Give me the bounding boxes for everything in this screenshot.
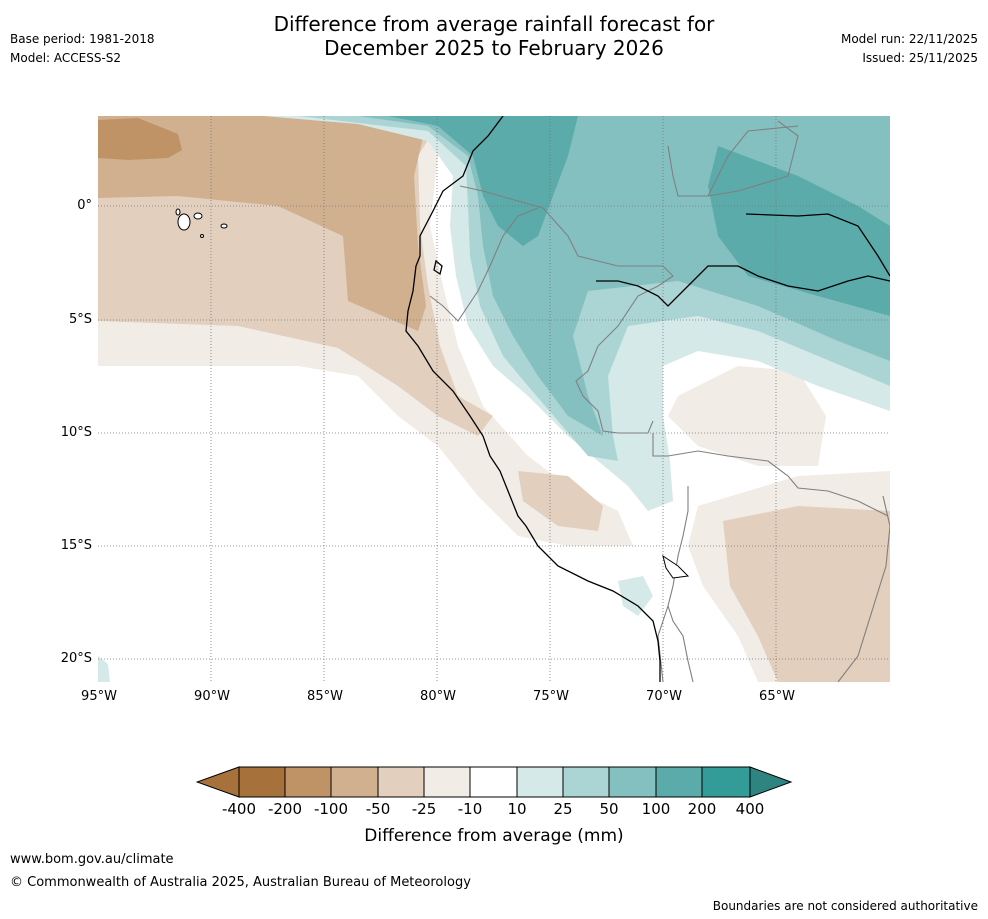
grid-lines <box>98 116 890 682</box>
boundary-disclaimer: Boundaries are not considered authoritat… <box>712 899 978 913</box>
island-san-cristobal <box>220 223 228 229</box>
colorbar-bin-4 <box>377 766 425 798</box>
river-amazon <box>596 265 890 307</box>
dry-coastal-patch <box>518 471 603 531</box>
border-bolivia-chile <box>657 605 669 682</box>
cb-tick-neg400: -400 <box>221 800 257 818</box>
colorbar <box>196 766 793 798</box>
dry-region-200 <box>98 118 182 160</box>
coast-gulf-guayaquil <box>433 259 443 276</box>
border-ecuador-peru <box>429 207 539 322</box>
cb-tick-100: 100 <box>641 800 671 818</box>
cb-tick-neg100: -100 <box>313 800 349 818</box>
dry-region-100 <box>98 116 428 331</box>
lat-label-20s: 20°S <box>60 651 92 666</box>
colorbar-label: Difference from average (mm) <box>364 826 624 846</box>
border-colombia-venezuela <box>667 120 799 197</box>
galapagos-islands <box>175 208 228 238</box>
cb-tick-50: 50 <box>599 800 619 818</box>
lon-label-95w: 95°W <box>81 689 117 704</box>
copyright-text: © Commonwealth of Australia 2025, Austra… <box>10 875 471 890</box>
border-brazil-venezuela <box>707 125 799 197</box>
cb-tick-neg50: -50 <box>365 800 391 818</box>
colorbar-bin-3 <box>330 766 379 798</box>
cb-tick-10: 10 <box>507 800 527 818</box>
meta-left: Base period: 1981-2018 Model: ACCESS-S2 <box>10 30 155 68</box>
island-santa-cruz <box>193 212 203 220</box>
dry-southeast-50 <box>723 506 890 682</box>
lake-titicaca <box>662 554 690 579</box>
wet-region-200 <box>388 116 578 246</box>
title-line-2: December 2025 to February 2026 <box>324 36 664 60</box>
island-small <box>200 234 204 238</box>
lat-label-15s: 15°S <box>60 538 92 553</box>
lon-label-80w: 80°W <box>420 689 456 704</box>
lon-label-65w: 65°W <box>759 689 795 704</box>
issued-date: Issued: 25/11/2025 <box>862 51 978 65</box>
lon-label-75w: 75°W <box>533 689 569 704</box>
colorbar-bin-10 <box>655 766 703 798</box>
colorbar-bin-7 <box>516 766 564 798</box>
border-peru-bolivia <box>667 486 694 682</box>
cb-tick-neg200: -200 <box>267 800 303 818</box>
cb-tick-neg25: -25 <box>411 800 437 818</box>
island-fernandina <box>175 208 181 216</box>
chart-title: Difference from average rainfall forecas… <box>0 12 988 60</box>
colorbar-extend-low <box>196 766 240 798</box>
wet-patch-corner <box>98 656 110 682</box>
lat-label-10s: 10°S <box>60 425 92 440</box>
lon-label-90w: 90°W <box>194 689 230 704</box>
title-line-1: Difference from average rainfall forecas… <box>273 12 715 36</box>
lat-label-0: 0° <box>77 198 92 213</box>
coast-pacific <box>405 116 661 682</box>
colorbar-bin-5 <box>423 766 471 798</box>
lon-label-85w: 85°W <box>307 689 343 704</box>
border-bolivia-paraguay <box>837 495 890 682</box>
cb-tick-200: 200 <box>687 800 717 818</box>
model-name: Model: ACCESS-S2 <box>10 51 122 65</box>
colorbar-bin-2 <box>284 766 332 798</box>
wet-patch-south <box>618 576 653 616</box>
meta-right: Model run: 22/11/2025 Issued: 25/11/2025 <box>841 30 978 68</box>
cb-tick-neg10: -10 <box>457 800 483 818</box>
coastlines <box>405 116 890 682</box>
colorbar-extend-high <box>749 766 793 798</box>
lon-label-70w: 70°W <box>646 689 682 704</box>
colorbar-bin-8 <box>562 766 610 798</box>
border-peru-brazil-bolivia <box>652 433 889 517</box>
colorbar-bin-1 <box>238 766 286 798</box>
colorbar-bin-11 <box>701 766 751 798</box>
website-link[interactable]: www.bom.gov.au/climate <box>10 852 174 867</box>
model-run: Model run: 22/11/2025 <box>840 32 978 46</box>
colorbar-bin-6 <box>469 766 518 798</box>
rainfall-map <box>98 116 890 682</box>
lat-label-5s: 5°S <box>68 312 92 327</box>
river-negro <box>745 213 890 277</box>
colorbar-bin-9 <box>608 766 657 798</box>
cb-tick-25: 25 <box>553 800 573 818</box>
dry-east-25 <box>668 366 826 466</box>
base-period: Base period: 1981-2018 <box>10 32 155 46</box>
island-isabela <box>177 213 191 231</box>
cb-tick-400: 400 <box>735 800 765 818</box>
